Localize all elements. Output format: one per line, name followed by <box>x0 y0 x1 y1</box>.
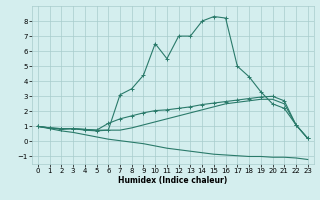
X-axis label: Humidex (Indice chaleur): Humidex (Indice chaleur) <box>118 176 228 185</box>
